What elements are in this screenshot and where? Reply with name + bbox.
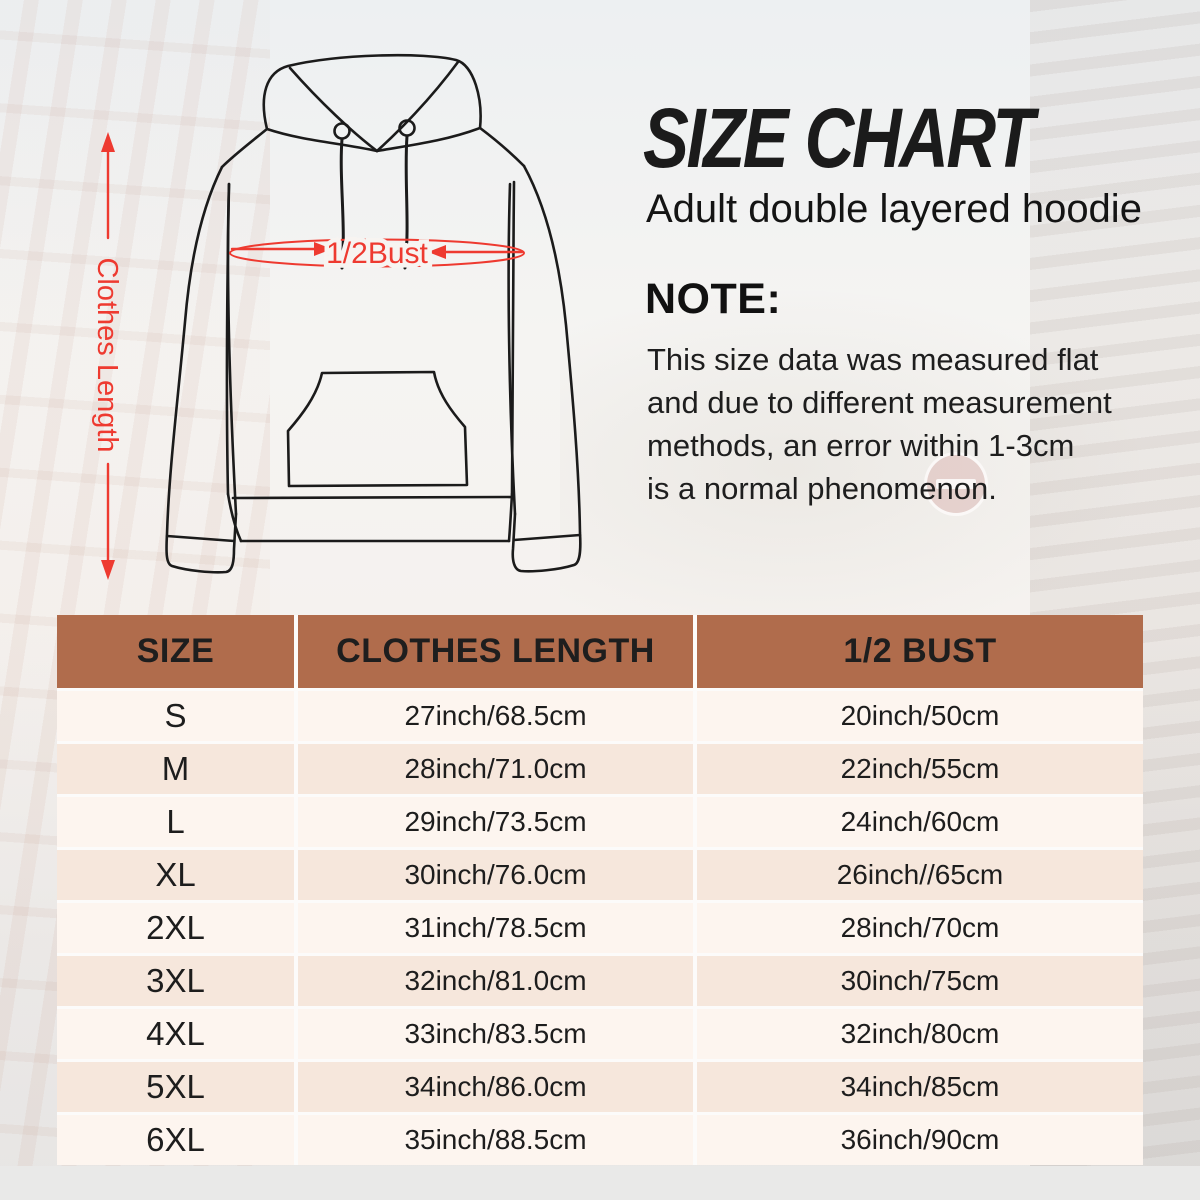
clothes-length-cell: 35inch/88.5cm <box>294 1112 693 1165</box>
half-bust-cell: 32inch/80cm <box>693 1006 1143 1059</box>
note-line: and due to different measurement <box>647 385 1112 420</box>
size-table: SIZE CLOTHES LENGTH 1/2 BUST S 27inch/68.… <box>57 615 1143 1165</box>
clothes-length-cell: 31inch/78.5cm <box>294 900 693 953</box>
note-line: is a normal phenomenon. <box>647 471 997 506</box>
background-sidewalk <box>0 1166 1200 1200</box>
clothes-length-cell: 28inch/71.0cm <box>294 741 693 794</box>
size-cell: 4XL <box>57 1006 294 1059</box>
note-text: This size data was measured flat and due… <box>647 338 1112 510</box>
hoodie-measurement-diagram: Clothes Length 1/2Bust <box>91 53 582 580</box>
clothes-length-cell: 32inch/81.0cm <box>294 953 693 1006</box>
drawstring-left <box>339 137 345 270</box>
size-cell: S <box>57 688 294 741</box>
clothes-length-cell: 27inch/68.5cm <box>294 688 693 741</box>
clothes-length-cell: 33inch/83.5cm <box>294 1006 693 1059</box>
clothes-length-arrow: Clothes Length <box>91 132 123 580</box>
half-bust-label: 1/2Bust <box>326 237 428 270</box>
background-no-entry-sign <box>924 452 988 516</box>
table-row: 4XL 33inch/83.5cm 32inch/80cm <box>57 1006 1143 1059</box>
note-heading: NOTE: <box>645 275 782 323</box>
half-bust-cell: 34inch/85cm <box>693 1059 1143 1112</box>
size-cell: XL <box>57 847 294 900</box>
half-bust-cell: 26inch//65cm <box>693 847 1143 900</box>
table-row: 5XL 34inch/86.0cm 34inch/85cm <box>57 1059 1143 1112</box>
note-line: This size data was measured flat <box>647 342 1099 377</box>
header-half-bust: 1/2 BUST <box>693 615 1143 688</box>
half-bust-cell: 20inch/50cm <box>693 688 1143 741</box>
page-subtitle: Adult double layered hoodie <box>646 187 1142 231</box>
page-title: SIZE CHART <box>643 91 1035 185</box>
drawstring-right <box>403 134 409 270</box>
table-row: XL 30inch/76.0cm 26inch//65cm <box>57 847 1143 900</box>
table-row: 3XL 32inch/81.0cm 30inch/75cm <box>57 953 1143 1006</box>
grommet-left <box>333 122 351 140</box>
table-row: S 27inch/68.5cm 20inch/50cm <box>57 688 1143 741</box>
clothes-length-cell: 29inch/73.5cm <box>294 794 693 847</box>
half-bust-cell: 36inch/90cm <box>693 1112 1143 1165</box>
hoodie-outline <box>165 53 582 574</box>
table-row: 6XL 35inch/88.5cm 36inch/90cm <box>57 1112 1143 1165</box>
kangaroo-pocket <box>286 370 469 488</box>
table-row: L 29inch/73.5cm 24inch/60cm <box>57 794 1143 847</box>
clothes-length-cell: 34inch/86.0cm <box>294 1059 693 1112</box>
size-cell: 6XL <box>57 1112 294 1165</box>
table-header-row: SIZE CLOTHES LENGTH 1/2 BUST <box>57 615 1143 688</box>
half-bust-cell: 30inch/75cm <box>693 953 1143 1006</box>
header-size: SIZE <box>57 615 294 688</box>
half-bust-cell: 22inch/55cm <box>693 741 1143 794</box>
size-cell: M <box>57 741 294 794</box>
size-cell: 5XL <box>57 1059 294 1112</box>
half-bust-cell: 24inch/60cm <box>693 794 1143 847</box>
background-trees <box>560 280 1160 640</box>
size-cell: 2XL <box>57 900 294 953</box>
header-clothes-length: CLOTHES LENGTH <box>294 615 693 688</box>
size-cell: 3XL <box>57 953 294 1006</box>
note-line: methods, an error within 1-3cm <box>647 428 1075 463</box>
size-table-body: S 27inch/68.5cm 20inch/50cm M 28inch/71.0cm 2… <box>57 688 1143 1165</box>
half-bust-cell: 28inch/70cm <box>693 900 1143 953</box>
half-bust-arrow: 1/2Bust <box>229 233 525 275</box>
table-row: 2XL 31inch/78.5cm 28inch/70cm <box>57 900 1143 953</box>
clothes-length-label: Clothes Length <box>91 257 123 452</box>
size-cell: L <box>57 794 294 847</box>
clothes-length-cell: 30inch/76.0cm <box>294 847 693 900</box>
table-row: M 28inch/71.0cm 22inch/55cm <box>57 741 1143 794</box>
